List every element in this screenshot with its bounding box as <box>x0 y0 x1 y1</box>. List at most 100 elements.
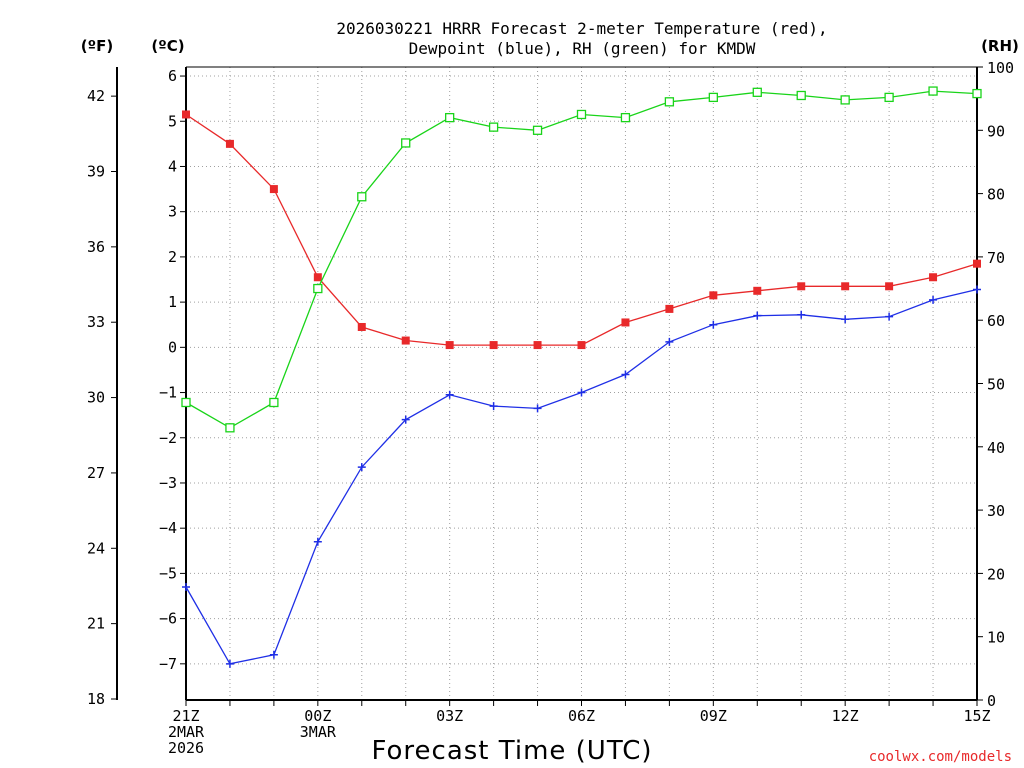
rh-tick-label: 70 <box>987 249 1005 267</box>
x-tick-label: 2MAR <box>168 723 205 741</box>
dewpoint-point <box>357 463 366 472</box>
celsius-tick-label: 2 <box>168 248 177 266</box>
celsius-unit-label: (ºC) <box>151 37 184 55</box>
chart-title-line-2: Dewpoint (blue), RH (green) for KMDW <box>409 39 756 58</box>
fahrenheit-tick-label: 33 <box>87 313 105 331</box>
celsius-tick-label: −3 <box>159 474 177 492</box>
temperature-point <box>665 304 674 313</box>
celsius-tick-label: −2 <box>159 429 177 447</box>
rh-point <box>313 283 323 294</box>
rh-tick-label: 90 <box>987 122 1005 140</box>
rh-point <box>796 90 806 101</box>
fahrenheit-tick-label: 36 <box>87 238 105 256</box>
temperature-point <box>401 336 410 345</box>
x-tick-label: 2026 <box>168 739 204 757</box>
celsius-tick-label: −7 <box>159 655 177 673</box>
fahrenheit-tick-label: 21 <box>87 615 105 633</box>
fahrenheit-tick-label: 27 <box>87 464 105 482</box>
x-tick-label: 15Z <box>963 707 990 725</box>
dewpoint-point <box>313 537 322 546</box>
series-rh <box>181 86 982 433</box>
celsius-tick-label: −4 <box>159 519 177 537</box>
rh-point <box>401 138 411 148</box>
rh-point <box>225 423 235 433</box>
rh-tick-label: 50 <box>987 376 1005 394</box>
temperature-point <box>753 286 762 295</box>
rh-tick-label: 10 <box>987 629 1005 647</box>
x-tick-label: 03Z <box>436 707 463 725</box>
series-dewpoint <box>182 285 981 668</box>
dewpoint-point <box>797 310 806 319</box>
x-axis-title: Forecast Time (UTC) <box>371 736 652 766</box>
rh-tick-label: 60 <box>987 312 1005 330</box>
grid <box>186 67 977 700</box>
rh-tick-label: 40 <box>987 439 1005 457</box>
dewpoint-point <box>885 312 894 321</box>
fahrenheit-tick-label: 30 <box>87 389 105 407</box>
dewpoint-point <box>753 311 762 320</box>
rh-point <box>708 92 718 103</box>
x-tick-label: 06Z <box>568 707 595 725</box>
chart-title-line-1: 2026030221 HRRR Forecast 2-meter Tempera… <box>336 19 827 38</box>
rh-point <box>181 397 191 408</box>
x-tick-label: 3MAR <box>300 723 337 741</box>
dewpoint-point <box>182 582 190 591</box>
rh-point <box>664 97 675 107</box>
temperature-point <box>973 259 981 268</box>
celsius-tick-label: −1 <box>159 384 177 402</box>
x-tick-label: 09Z <box>700 707 727 725</box>
celsius-tick-label: 4 <box>168 157 177 175</box>
dewpoint-point <box>665 337 674 346</box>
celsius-tick-label: 5 <box>168 112 177 130</box>
credit-text: coolwx.com/models <box>869 749 1012 765</box>
rh-point <box>576 109 587 120</box>
rh-point <box>269 397 279 408</box>
rh-tick-label: 30 <box>987 502 1005 520</box>
rh-point <box>884 92 894 103</box>
dewpoint-point <box>269 650 278 659</box>
dewpoint-point <box>621 370 630 379</box>
celsius-tick-label: 1 <box>168 293 177 311</box>
dewpoint-point <box>401 415 410 424</box>
dewpoint-point <box>841 315 850 324</box>
dewpoint-point <box>709 320 718 329</box>
dewpoint-point <box>577 388 586 397</box>
fahrenheit-tick-label: 24 <box>87 539 105 557</box>
celsius-tick-label: 0 <box>168 338 177 356</box>
celsius-tick-label: 6 <box>168 67 177 85</box>
temperature-point <box>841 282 850 291</box>
temperature-point <box>357 322 366 331</box>
data-series <box>181 86 982 668</box>
temperature-point <box>445 341 454 350</box>
x-tick-label: 12Z <box>832 707 859 725</box>
temperature-point <box>182 110 190 119</box>
dewpoint-point <box>973 285 981 294</box>
temperature-point <box>269 185 278 194</box>
rh-point <box>357 192 367 202</box>
dewpoint-point <box>225 659 234 668</box>
x-tick-label: 21Z <box>172 707 199 725</box>
temperature-point <box>621 318 630 327</box>
celsius-tick-label: −5 <box>159 564 177 582</box>
dewpoint-point <box>445 390 454 399</box>
celsius-tick-label: −6 <box>159 610 177 628</box>
temperature-line <box>185 113 978 346</box>
fahrenheit-tick-label: 42 <box>87 87 105 105</box>
temperature-point <box>533 341 542 350</box>
rh-point <box>752 87 762 97</box>
celsius-tick-label: 3 <box>168 203 177 221</box>
temperature-point <box>929 273 938 282</box>
dewpoint-point <box>929 295 938 304</box>
axes: −7 −6 −5 −4 −3 −2 −1 0 1 2 3 4 5 6 18 21 24 27 30 33 36 39 42 0… <box>87 59 1014 757</box>
rh-point <box>972 88 982 99</box>
rh-point <box>445 112 455 123</box>
rh-tick-label: 20 <box>987 565 1005 583</box>
fahrenheit-tick-label: 18 <box>87 690 105 708</box>
rh-point <box>532 125 543 135</box>
dewpoint-point <box>533 404 542 413</box>
temperature-point <box>885 282 894 291</box>
rh-point <box>620 112 631 123</box>
rh-unit-label: (RH) <box>981 37 1019 55</box>
temperature-point <box>577 341 586 350</box>
